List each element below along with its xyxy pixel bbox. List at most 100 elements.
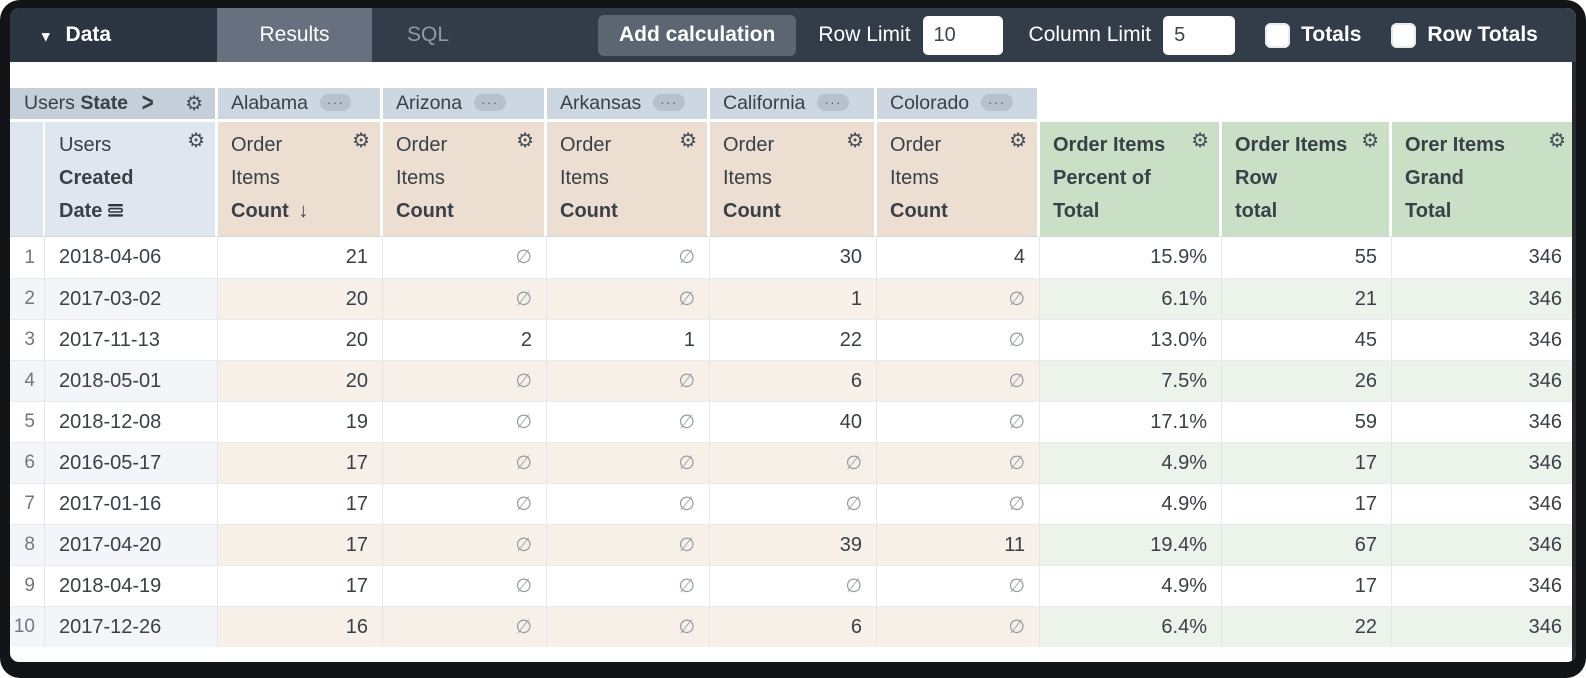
cell-grand-total[interactable]: 346 bbox=[1392, 278, 1576, 319]
cell-measure-value[interactable]: 17 bbox=[218, 524, 383, 565]
gear-icon[interactable]: ⚙ bbox=[846, 130, 864, 152]
cell-row-total[interactable]: 21 bbox=[1222, 278, 1392, 319]
cell-grand-total[interactable]: 346 bbox=[1392, 237, 1576, 278]
gear-icon[interactable]: ⚙ bbox=[679, 130, 697, 152]
data-section-toggle[interactable]: ▾ Data bbox=[10, 8, 217, 62]
cell-row-total[interactable]: 17 bbox=[1222, 483, 1392, 524]
pivot-state-header[interactable]: Colorado ··· bbox=[877, 88, 1040, 122]
cell-date[interactable]: 2017-11-13 bbox=[45, 319, 218, 360]
cell-measure-value[interactable]: ∅ bbox=[877, 319, 1040, 360]
cell-date[interactable]: 2017-03-02 bbox=[45, 278, 218, 319]
measure-header-order-items-count[interactable]: ⚙ Order Items Count bbox=[710, 122, 877, 237]
cell-measure-value[interactable]: ∅ bbox=[710, 483, 877, 524]
calc-header[interactable]: ⚙ Order Items Percent of Total bbox=[1040, 122, 1222, 237]
cell-date[interactable]: 2018-04-19 bbox=[45, 565, 218, 606]
dimension-header-users-created-date[interactable]: ⚙ Users Created Date bbox=[45, 122, 218, 237]
cell-percent-of-total[interactable]: 4.9% bbox=[1040, 483, 1222, 524]
calc-header[interactable]: ⚙ Order Items Row total bbox=[1222, 122, 1392, 237]
tab-results[interactable]: Results bbox=[217, 8, 372, 62]
cell-measure-value[interactable]: 6 bbox=[710, 360, 877, 401]
cell-percent-of-total[interactable]: 15.9% bbox=[1040, 237, 1222, 278]
cell-measure-value[interactable]: 21 bbox=[218, 237, 383, 278]
cell-date[interactable]: 2017-12-26 bbox=[45, 606, 218, 647]
cell-percent-of-total[interactable]: 4.9% bbox=[1040, 565, 1222, 606]
cell-row-total[interactable]: 17 bbox=[1222, 565, 1392, 606]
column-limit-input[interactable] bbox=[1163, 15, 1236, 55]
pivot-state-header[interactable]: California ··· bbox=[710, 88, 877, 122]
cell-measure-value[interactable]: ∅ bbox=[383, 278, 547, 319]
cell-percent-of-total[interactable]: 4.9% bbox=[1040, 442, 1222, 483]
cell-measure-value[interactable]: 20 bbox=[218, 360, 383, 401]
cell-measure-value[interactable]: ∅ bbox=[383, 524, 547, 565]
cell-percent-of-total[interactable]: 19.4% bbox=[1040, 524, 1222, 565]
gear-icon[interactable]: ⚙ bbox=[1191, 130, 1209, 152]
cell-grand-total[interactable]: 346 bbox=[1392, 442, 1576, 483]
gear-icon[interactable]: ⚙ bbox=[352, 130, 370, 152]
cell-measure-value[interactable]: 17 bbox=[218, 442, 383, 483]
cell-measure-value[interactable]: 1 bbox=[547, 319, 710, 360]
cell-measure-value[interactable]: 22 bbox=[710, 319, 877, 360]
cell-measure-value[interactable]: ∅ bbox=[383, 237, 547, 278]
cell-measure-value[interactable]: ∅ bbox=[877, 442, 1040, 483]
cell-grand-total[interactable]: 346 bbox=[1392, 524, 1576, 565]
gear-icon[interactable]: ⚙ bbox=[187, 130, 205, 152]
gear-icon[interactable]: ⚙ bbox=[185, 93, 203, 115]
options-ellipsis-icon[interactable]: ··· bbox=[817, 94, 849, 111]
cell-measure-value[interactable]: 30 bbox=[710, 237, 877, 278]
cell-grand-total[interactable]: 346 bbox=[1392, 319, 1576, 360]
totals-checkbox[interactable] bbox=[1265, 22, 1291, 48]
cell-date[interactable]: 2018-05-01 bbox=[45, 360, 218, 401]
row-limit-input[interactable] bbox=[922, 15, 1003, 55]
options-ellipsis-icon[interactable]: ··· bbox=[319, 94, 352, 111]
cell-measure-value[interactable]: ∅ bbox=[877, 360, 1040, 401]
cell-date[interactable]: 2016-05-17 bbox=[45, 442, 218, 483]
cell-measure-value[interactable]: 16 bbox=[218, 606, 383, 647]
cell-measure-value[interactable]: 6 bbox=[710, 606, 877, 647]
measure-header-order-items-count[interactable]: ⚙ Order Items Count ↓ bbox=[218, 122, 383, 237]
pivot-state-header[interactable]: Arizona ··· bbox=[383, 88, 547, 122]
cell-percent-of-total[interactable]: 6.1% bbox=[1040, 278, 1222, 319]
calc-header[interactable]: ⚙ Orer Items Grand Total bbox=[1392, 122, 1576, 237]
measure-header-order-items-count[interactable]: ⚙ Order Items Count bbox=[877, 122, 1040, 237]
options-ellipsis-icon[interactable]: ··· bbox=[981, 94, 1013, 111]
cell-measure-value[interactable]: 4 bbox=[877, 237, 1040, 278]
cell-measure-value[interactable]: ∅ bbox=[877, 606, 1040, 647]
cell-measure-value[interactable]: 17 bbox=[218, 483, 383, 524]
cell-row-total[interactable]: 17 bbox=[1222, 442, 1392, 483]
cell-measure-value[interactable]: ∅ bbox=[547, 483, 710, 524]
options-ellipsis-icon[interactable]: ··· bbox=[474, 94, 506, 111]
cell-grand-total[interactable]: 346 bbox=[1392, 401, 1576, 442]
gear-icon[interactable]: ⚙ bbox=[1361, 130, 1379, 152]
measure-header-order-items-count[interactable]: ⚙ Order Items Count bbox=[547, 122, 710, 237]
cell-measure-value[interactable]: ∅ bbox=[710, 565, 877, 606]
tab-sql[interactable]: SQL bbox=[372, 8, 484, 62]
cell-measure-value[interactable]: 20 bbox=[218, 278, 383, 319]
cell-measure-value[interactable]: ∅ bbox=[383, 565, 547, 606]
cell-measure-value[interactable]: 17 bbox=[218, 565, 383, 606]
cell-grand-total[interactable]: 346 bbox=[1392, 565, 1576, 606]
cell-date[interactable]: 2018-04-06 bbox=[45, 237, 218, 278]
cell-measure-value[interactable]: ∅ bbox=[547, 442, 710, 483]
cell-measure-value[interactable]: ∅ bbox=[877, 565, 1040, 606]
cell-measure-value[interactable]: 11 bbox=[877, 524, 1040, 565]
cell-measure-value[interactable]: ∅ bbox=[383, 360, 547, 401]
cell-date[interactable]: 2017-04-20 bbox=[45, 524, 218, 565]
cell-measure-value[interactable]: ∅ bbox=[383, 483, 547, 524]
cell-row-total[interactable]: 26 bbox=[1222, 360, 1392, 401]
measure-header-order-items-count[interactable]: ⚙ Order Items Count bbox=[383, 122, 547, 237]
cell-row-total[interactable]: 45 bbox=[1222, 319, 1392, 360]
pivot-field-header[interactable]: Users State > ⚙ bbox=[10, 88, 218, 122]
cell-date[interactable]: 2017-01-16 bbox=[45, 483, 218, 524]
cell-measure-value[interactable]: ∅ bbox=[547, 278, 710, 319]
gear-icon[interactable]: ⚙ bbox=[516, 130, 534, 152]
cell-measure-value[interactable]: 19 bbox=[218, 401, 383, 442]
cell-percent-of-total[interactable]: 6.4% bbox=[1040, 606, 1222, 647]
pivot-state-header[interactable]: Alabama ··· bbox=[218, 88, 383, 122]
gear-icon[interactable]: ⚙ bbox=[1548, 130, 1566, 152]
cell-measure-value[interactable]: ∅ bbox=[383, 442, 547, 483]
cell-measure-value[interactable]: ∅ bbox=[877, 483, 1040, 524]
cell-measure-value[interactable]: ∅ bbox=[547, 606, 710, 647]
row-totals-checkbox[interactable] bbox=[1391, 22, 1417, 48]
cell-measure-value[interactable]: ∅ bbox=[547, 401, 710, 442]
add-calculation-button[interactable]: Add calculation bbox=[598, 14, 797, 56]
